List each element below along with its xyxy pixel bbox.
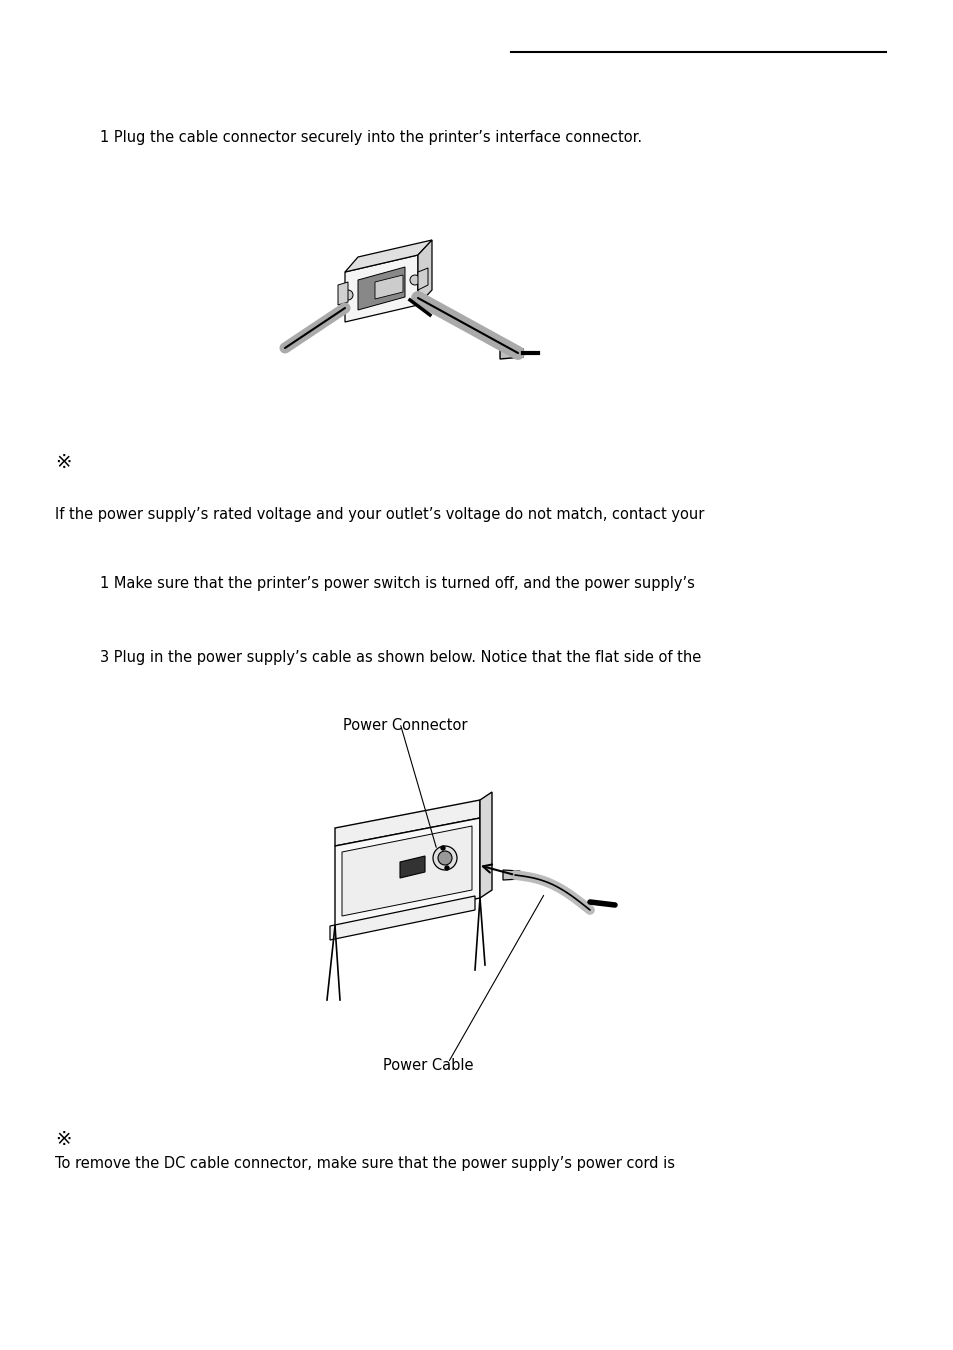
Polygon shape bbox=[330, 896, 475, 940]
Polygon shape bbox=[499, 347, 522, 359]
Text: ※: ※ bbox=[55, 1130, 71, 1149]
Polygon shape bbox=[417, 240, 432, 305]
Text: To remove the DC cable connector, make sure that the power supply’s power cord i: To remove the DC cable connector, make s… bbox=[55, 1156, 675, 1170]
Text: ※: ※ bbox=[55, 454, 71, 472]
Polygon shape bbox=[335, 801, 479, 846]
Text: If the power supply’s rated voltage and your outlet’s voltage do not match, cont: If the power supply’s rated voltage and … bbox=[55, 508, 703, 522]
Text: Power Connector: Power Connector bbox=[342, 718, 467, 733]
Text: 3 Plug in the power supply’s cable as shown below. Notice that the flat side of : 3 Plug in the power supply’s cable as sh… bbox=[100, 649, 700, 666]
Circle shape bbox=[433, 846, 456, 869]
Polygon shape bbox=[337, 282, 348, 305]
Polygon shape bbox=[335, 818, 479, 926]
Circle shape bbox=[437, 850, 452, 865]
Circle shape bbox=[440, 846, 444, 850]
Polygon shape bbox=[375, 275, 402, 298]
Polygon shape bbox=[399, 856, 424, 878]
Circle shape bbox=[444, 865, 449, 869]
Polygon shape bbox=[357, 267, 405, 310]
Polygon shape bbox=[341, 826, 472, 917]
Text: Power Cable: Power Cable bbox=[382, 1058, 473, 1073]
Polygon shape bbox=[417, 269, 428, 290]
Circle shape bbox=[343, 290, 353, 300]
Text: 1 Make sure that the printer’s power switch is turned off, and the power supply’: 1 Make sure that the printer’s power swi… bbox=[100, 576, 694, 591]
Text: 1 Plug the cable connector securely into the printer’s interface connector.: 1 Plug the cable connector securely into… bbox=[100, 130, 641, 144]
Polygon shape bbox=[479, 792, 492, 898]
Polygon shape bbox=[345, 240, 432, 271]
Polygon shape bbox=[345, 255, 417, 323]
Circle shape bbox=[410, 275, 419, 285]
Polygon shape bbox=[502, 869, 519, 880]
